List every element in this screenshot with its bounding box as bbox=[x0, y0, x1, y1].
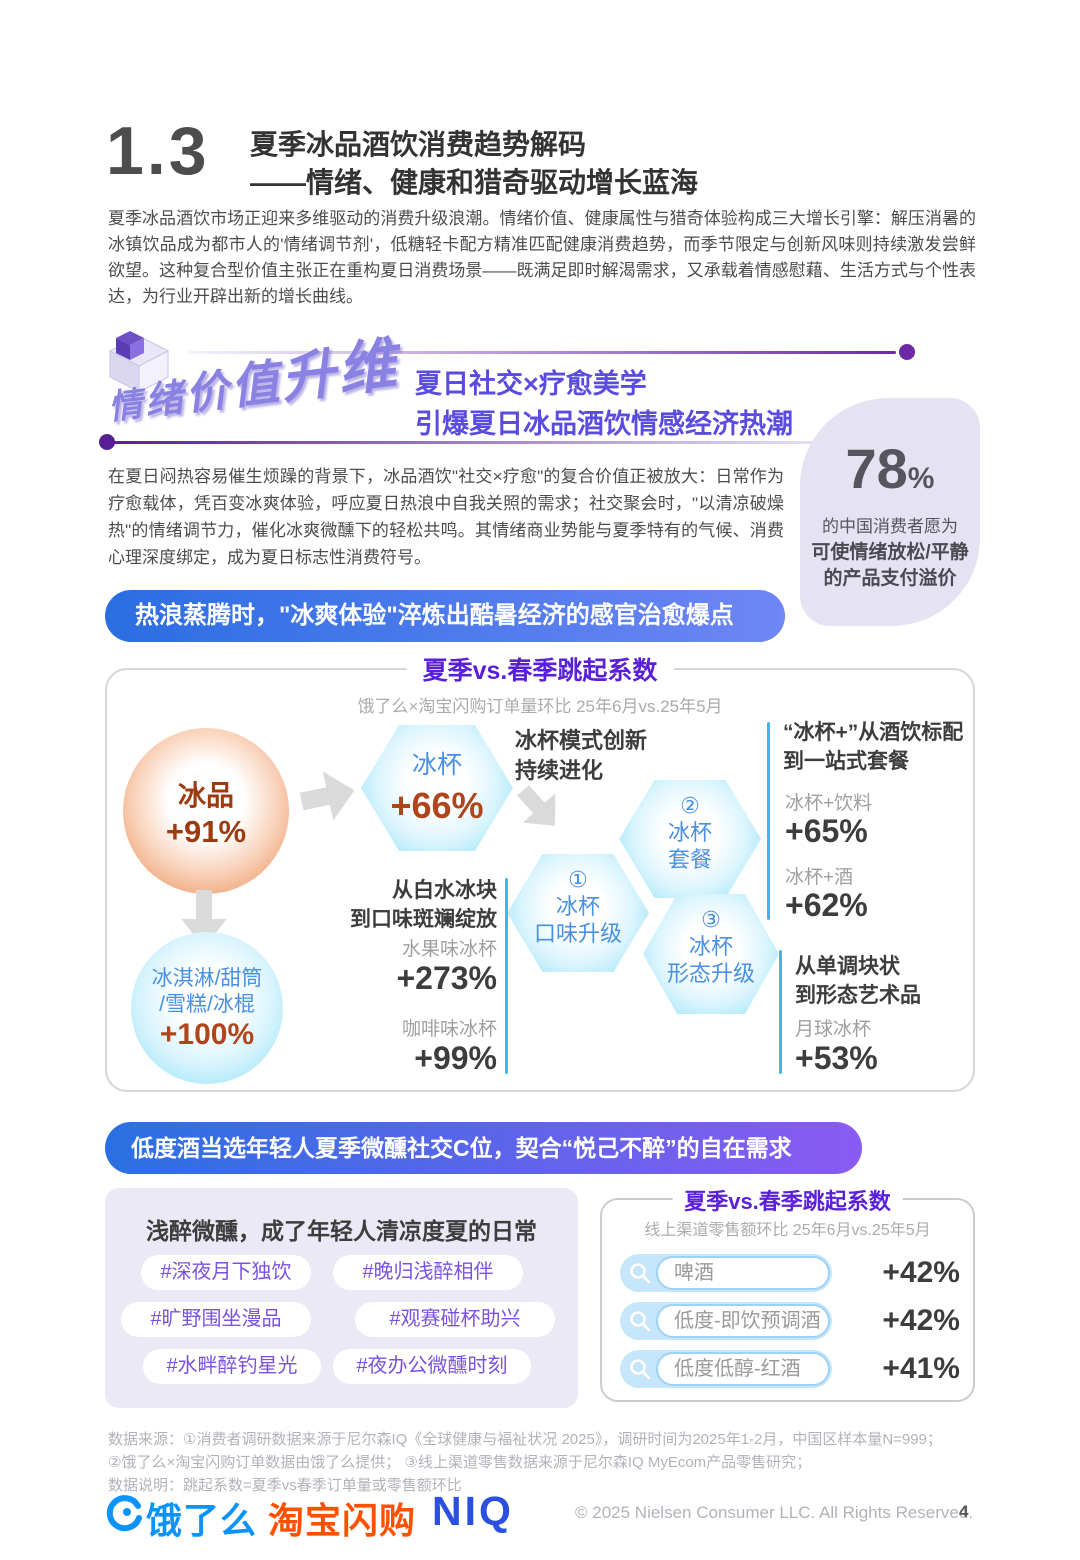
retail-row-label: 低度低醇-红酒 bbox=[656, 1352, 830, 1386]
ice-cup-label: 冰杯 bbox=[411, 751, 462, 779]
combo-item-value: +65% bbox=[785, 813, 868, 849]
eleme-logo-icon bbox=[106, 1492, 142, 1537]
header-top-dot bbox=[899, 344, 915, 360]
cube-icon bbox=[106, 330, 172, 401]
ice-cream-circle: 冰淇淋/甜筒 /雪糕/冰棍 +100% bbox=[131, 932, 283, 1084]
search-icon bbox=[630, 1359, 651, 1380]
stat-78-percent: 78% 的中国消费者愿为 可使情绪放松/平静 的产品支付溢价 bbox=[800, 398, 980, 626]
hashtag-pill: #深夜月下独饮 bbox=[141, 1255, 311, 1290]
retail-row: 啤酒 +42% bbox=[620, 1254, 960, 1292]
ice-cream-label: 冰淇淋/甜筒 /雪糕/冰棍 bbox=[151, 967, 263, 1016]
ice-products-circle: 冰品 +91% bbox=[123, 728, 289, 894]
flavor-item-label: 咖啡味冰杯 bbox=[401, 1019, 497, 1040]
ice-products-value: +91% bbox=[165, 814, 247, 849]
retail-row-value: +42% bbox=[882, 1256, 960, 1289]
shape-item-label: 月球冰杯 bbox=[795, 1019, 872, 1040]
shape-item-value: +53% bbox=[795, 1040, 878, 1076]
intro-paragraph: 夏季冰品酒饮市场正迎来多维驱动的消费升级浪潮。情绪价值、健康属性与猎奇体验构成三… bbox=[108, 209, 976, 306]
retail-row: 低度-即饮预调酒 +42% bbox=[620, 1302, 960, 1340]
chart-title: 夏季vs.春季跳起系数 bbox=[406, 651, 674, 687]
jump-chart-box: 夏季vs.春季跳起系数 饿了么×淘宝闪购订单量环比 25年6月vs.25年5月 … bbox=[105, 651, 975, 1092]
hexagon-cup-combo: ② 冰杯 套餐 bbox=[619, 780, 761, 898]
divider-line bbox=[779, 950, 782, 1074]
page-title-line2: ——情绪、健康和猎奇驱动增长蓝海 bbox=[250, 167, 699, 198]
taobao-flash-logo: 淘宝闪购 bbox=[268, 1500, 417, 1541]
flavor-item-value: +99% bbox=[414, 1040, 497, 1076]
stat-line3: 的产品支付溢价 bbox=[823, 568, 957, 589]
emotion-paragraph: 在夏日闷热容易催生烦躁的背景下，冰品酒饮"社交×疗愈"的复合价值正被放大：日常作… bbox=[108, 467, 784, 567]
search-icon bbox=[630, 1263, 651, 1284]
header-top-line bbox=[188, 351, 896, 354]
banner-ice-experience: 热浪蒸腾时，"冰爽体验"淬炼出酷暑经济的感官治愈爆点 bbox=[105, 590, 785, 642]
page-number: 4 bbox=[959, 1502, 969, 1521]
source-line2: ②饿了么×淘宝闪购订单数据由饿了么提供； ③线上渠道零售数据来源于尼尔森IQ M… bbox=[108, 1454, 812, 1471]
micro-drunk-box: 浅醉微醺，成了年轻人清凉度夏的日常 #深夜月下独饮 #晚归浅醉相伴 #旷野围坐漫… bbox=[105, 1188, 578, 1408]
hexagon-shape-upgrade: ③ 冰杯 形态升级 bbox=[643, 894, 779, 1014]
combo-item-label: 冰杯+酒 bbox=[785, 867, 854, 888]
page-title-line1: 夏季冰品酒饮消费趋势解码 bbox=[250, 129, 587, 160]
emotion-subtitle-2: 引爆夏日冰品酒饮情感经济热潮 bbox=[415, 409, 793, 439]
source-line1: 数据来源：①消费者调研数据来源于尼尔森IQ《全球健康与福祉状况 2025》，调研… bbox=[108, 1431, 942, 1448]
data-source-notes: 数据来源：①消费者调研数据来源于尼尔森IQ《全球健康与福祉状况 2025》，调研… bbox=[108, 1428, 978, 1497]
shape-block-title: 从单调块状 到形态艺术品 bbox=[795, 955, 921, 1007]
stat-line1: 的中国消费者愿为 bbox=[822, 517, 958, 536]
ice-cream-value: +100% bbox=[159, 1018, 255, 1051]
hexagon-flavor-upgrade: ① 冰杯 口味升级 bbox=[507, 854, 649, 972]
divider-line bbox=[767, 722, 770, 920]
copyright-text: © 2025 Nielsen Consumer LLC. All Rights … bbox=[575, 1503, 974, 1522]
ice-products-label: 冰品 bbox=[177, 780, 234, 811]
page-title: 夏季冰品酒饮消费趋势解码 ——情绪、健康和猎奇驱动增长蓝海 bbox=[250, 126, 698, 202]
combo-item-label: 冰杯+饮料 bbox=[785, 793, 873, 814]
mode-evolution-title: 冰杯模式创新 持续进化 bbox=[515, 728, 648, 783]
stat-value: 78% bbox=[845, 437, 935, 500]
hashtag-pill: #晚归浅醉相伴 bbox=[333, 1255, 523, 1290]
micro-drunk-title: 浅醉微醺，成了年轻人清凉度夏的日常 bbox=[146, 1218, 537, 1244]
combo-block-title: “冰杯+”从酒饮标配 到一站式套餐 bbox=[783, 721, 964, 773]
niq-logo: NIQ bbox=[432, 1488, 514, 1534]
divider-line bbox=[505, 878, 508, 1074]
header-bottom-line bbox=[110, 441, 882, 444]
retail-row-label: 啤酒 bbox=[656, 1256, 830, 1290]
retail-box-subtitle: 线上渠道零售额环比 25年6月vs.25年5月 bbox=[644, 1222, 931, 1239]
header-bottom-dot bbox=[99, 434, 115, 450]
section-number: 1.3 bbox=[106, 113, 210, 189]
chart-subtitle: 饿了么×淘宝闪购订单量环比 25年6月vs.25年5月 bbox=[357, 697, 723, 716]
hashtag-pill: #水畔醉钓星光 bbox=[143, 1349, 321, 1384]
retail-row-value: +42% bbox=[882, 1304, 960, 1337]
flavor-item-label: 水果味冰杯 bbox=[401, 939, 497, 960]
flavor-block-title: 从白水冰块 到口味斑斓绽放 bbox=[350, 879, 497, 931]
banner-low-alcohol: 低度酒当选年轻人夏季微醺社交C位，契合“悦己不醉”的自在需求 bbox=[105, 1122, 862, 1174]
retail-row-label: 低度-即饮预调酒 bbox=[656, 1304, 830, 1338]
combo-item-value: +62% bbox=[785, 887, 868, 923]
ice-cup-hexagon: 冰杯 +66% bbox=[361, 725, 513, 851]
retail-jump-box: 夏季vs.春季跳起系数 线上渠道零售额环比 25年6月vs.25年5月 啤酒 +… bbox=[600, 1184, 975, 1402]
flavor-item-value: +273% bbox=[396, 960, 497, 996]
retail-row-value: +41% bbox=[882, 1352, 960, 1385]
emotion-subtitle-1: 夏日社交×疗愈美学 bbox=[415, 369, 647, 399]
arrow-right-icon bbox=[295, 761, 360, 831]
stat-line2: 可使情绪放松/平静 bbox=[811, 542, 969, 563]
retail-row: 低度低醇-红酒 +41% bbox=[620, 1350, 960, 1388]
search-icon bbox=[630, 1311, 651, 1332]
eleme-logo: 饿了么 bbox=[146, 1500, 258, 1541]
source-line3: 数据说明：跳起系数=夏季vs春季订单量或零售额环比 bbox=[108, 1477, 462, 1494]
hashtag-pill: #夜办公微醺时刻 bbox=[333, 1349, 531, 1384]
hashtag-pill: #观赛碰杯助兴 bbox=[355, 1302, 555, 1337]
ice-cup-value: +66% bbox=[390, 785, 484, 826]
hashtag-pill: #旷野围坐漫品 bbox=[121, 1302, 311, 1337]
retail-box-title: 夏季vs.春季跳起系数 bbox=[672, 1184, 903, 1216]
